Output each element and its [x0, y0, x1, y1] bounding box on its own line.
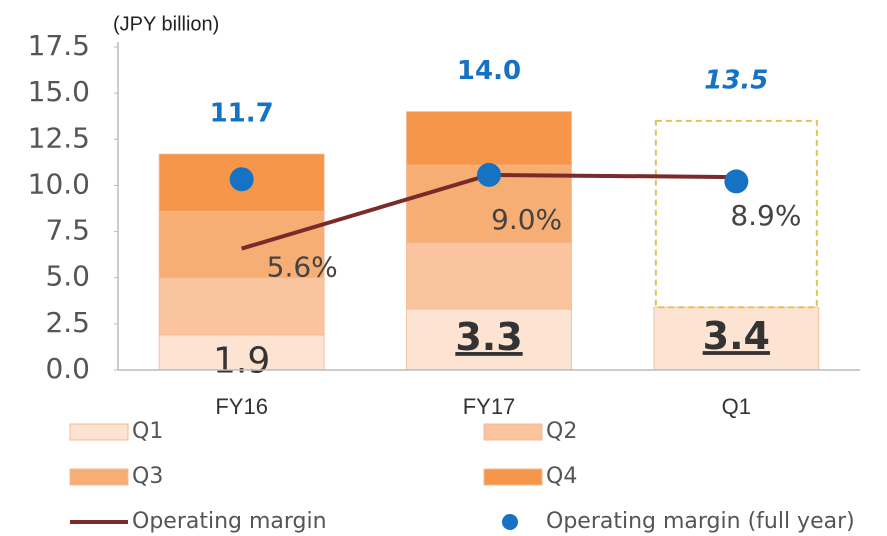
total-label: 13.5: [704, 65, 768, 95]
bar-segment: [406, 111, 572, 166]
legend-label: Q3: [132, 464, 163, 489]
legend-swatch: [69, 423, 129, 441]
margin-dot: [724, 169, 749, 194]
legend-label: Q4: [546, 464, 577, 489]
margin-dot: [229, 167, 254, 192]
total-label: 11.7: [210, 99, 274, 129]
segment-label: 1.9: [213, 340, 270, 381]
y-tick-label: 7.5: [45, 214, 90, 247]
bar-segment: [653, 306, 820, 371]
legend-label: Q2: [546, 419, 577, 444]
legend-swatch: [483, 423, 543, 441]
y-tick-label: 17.5: [28, 29, 90, 62]
legend-label: Q1: [132, 419, 163, 444]
unit-label: (JPY billion): [113, 13, 219, 35]
y-tick-label: 12.5: [28, 121, 90, 154]
bar-segment: [158, 277, 325, 336]
y-tick-label: 15.0: [28, 75, 90, 108]
margin-label: 9.0%: [491, 203, 562, 236]
x-tick-label: FY17: [463, 394, 516, 419]
segment-label: 3.3: [455, 315, 522, 359]
bar-segment: [158, 334, 325, 371]
legend-dot: [502, 514, 518, 530]
total-label: 14.0: [457, 56, 521, 86]
margin-dot: [477, 162, 501, 187]
x-tick-label: Q1: [722, 394, 751, 419]
legend-swatch: [69, 468, 129, 486]
forecast-box: [654, 119, 818, 309]
segment-label: 3.4: [703, 314, 770, 358]
legend-label: Operating margin (full year): [546, 509, 855, 534]
y-tick-label: 10.0: [28, 167, 90, 200]
y-tick-label: 5.0: [45, 260, 90, 293]
legend-swatch: [483, 468, 543, 486]
y-tick-label: 2.5: [45, 306, 90, 339]
x-tick-label: FY16: [215, 394, 268, 419]
bar-segment: [406, 242, 572, 310]
legend-label: Operating margin: [132, 509, 327, 534]
bar-segment: [158, 210, 325, 279]
margin-label: 8.9%: [730, 199, 801, 232]
margin-label: 5.6%: [267, 251, 338, 284]
y-tick-label: 0.0: [45, 352, 90, 385]
